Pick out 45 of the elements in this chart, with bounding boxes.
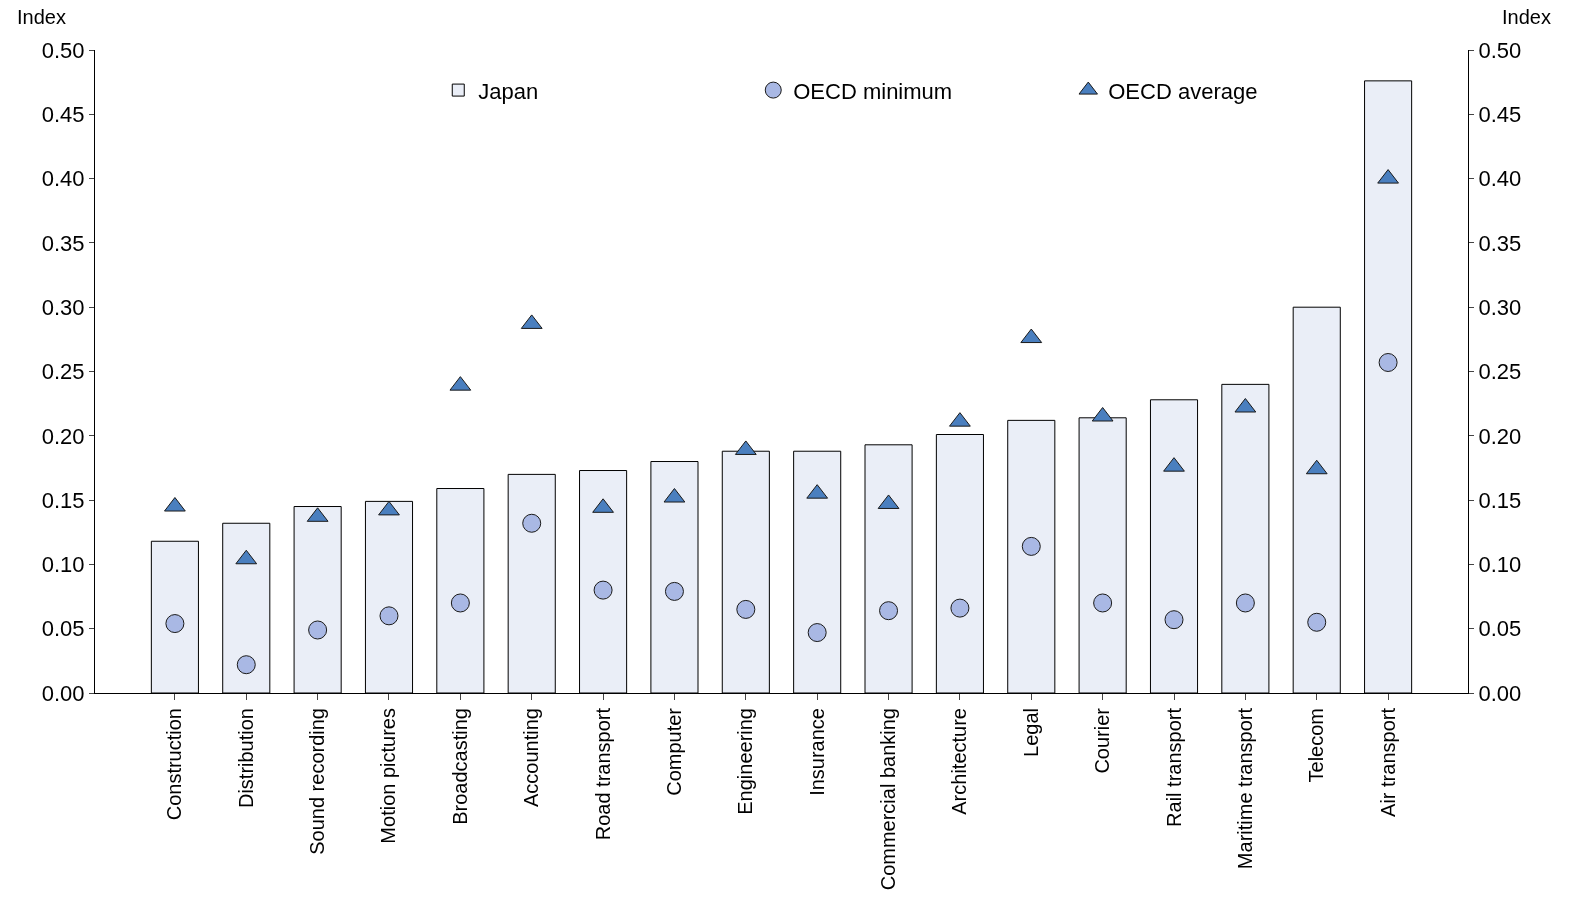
y-tick-label: 0.30 — [41, 294, 85, 320]
y-axis-title: Index — [17, 6, 66, 28]
x-tick-label: Accounting — [520, 708, 543, 807]
legend-label: OECD minimum — [793, 78, 953, 104]
legend-label: Japan — [478, 78, 539, 104]
y-tick-label: 0.25 — [41, 359, 85, 385]
y-tick-label: 0.15 — [41, 487, 85, 513]
x-tick-label: Courier — [1091, 707, 1114, 774]
x-tick-label: Insurance — [805, 708, 828, 796]
x-tick-label: Motion pictures — [377, 708, 400, 844]
x-tick-label: Distribution — [234, 708, 257, 809]
x-tick-label: Sound recording — [306, 708, 329, 855]
y2-tick-label: 0.45 — [1478, 102, 1522, 127]
x-tick-label: Maritime transport — [1233, 707, 1256, 870]
y2-tick-label: 0.15 — [1478, 487, 1522, 513]
y2-tick-label: 0.30 — [1478, 294, 1522, 320]
y2-tick-label: 0.20 — [1478, 423, 1522, 449]
x-tick-label: Architecture — [948, 708, 971, 815]
y2-tick-label: 0.40 — [1478, 166, 1522, 192]
y-tick-label: 0.20 — [41, 423, 85, 449]
y-tick-label: 0.45 — [41, 102, 85, 127]
x-tick-label: Legal — [1019, 708, 1042, 757]
y2-tick-label: 0.10 — [1478, 552, 1522, 578]
x-tick-label: Commercial banking — [877, 708, 900, 891]
y-tick-label: 0.00 — [41, 680, 85, 706]
y2-tick-label: 0.00 — [1478, 680, 1522, 706]
x-tick-label: Rail transport — [1162, 707, 1185, 827]
y-tick-label: 0.40 — [41, 166, 85, 192]
x-tick-label: Construction — [163, 708, 186, 821]
x-tick-label: Engineering — [734, 708, 757, 815]
y2-tick-label: 0.35 — [1478, 230, 1522, 256]
y2-tick-label: 0.50 — [1478, 37, 1522, 63]
x-tick-label: Computer — [662, 707, 685, 796]
y2-axis-title: Index — [1502, 6, 1551, 28]
y-tick-label: 0.05 — [41, 616, 85, 642]
y-tick-label: 0.35 — [41, 230, 85, 256]
y2-tick-label: 0.25 — [1478, 359, 1522, 385]
legend-label: OECD average — [1108, 78, 1258, 104]
x-tick-label: Telecom — [1305, 708, 1328, 783]
x-tick-label: Broadcasting — [448, 708, 471, 825]
x-tick-label: Road transport — [591, 707, 614, 841]
y2-tick-label: 0.05 — [1478, 616, 1522, 642]
y-tick-label: 0.10 — [41, 552, 85, 578]
x-tick-label: Air transport — [1376, 707, 1399, 817]
y-tick-label: 0.50 — [41, 37, 85, 63]
